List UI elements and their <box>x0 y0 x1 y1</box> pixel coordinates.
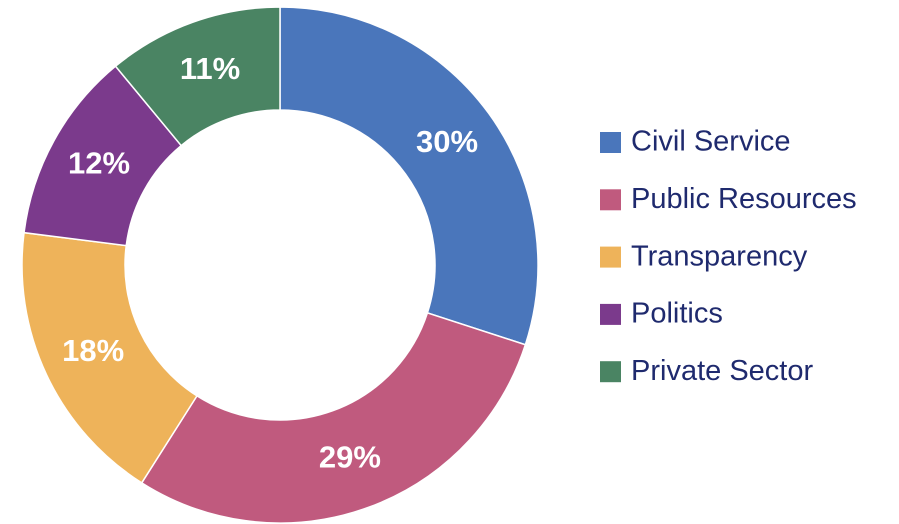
legend-label: Transparency <box>631 240 808 272</box>
legend-label: Public Resources <box>631 183 857 215</box>
legend-swatch <box>600 132 621 153</box>
data-label: 30% <box>416 124 478 159</box>
data-label: 12% <box>68 146 130 181</box>
legend-swatch <box>600 303 621 325</box>
donut-segment <box>140 311 527 524</box>
legend-swatch <box>600 189 621 211</box>
data-label: 18% <box>62 333 124 368</box>
donut-segment <box>114 6 281 147</box>
data-label: 29% <box>319 439 381 474</box>
donut-segment <box>21 231 198 484</box>
donut-segment <box>279 6 539 346</box>
legend-swatch <box>600 246 621 268</box>
legend-swatch <box>600 361 621 383</box>
legend-label: Civil Service <box>631 126 791 158</box>
legend-label: Private Sector <box>631 355 813 387</box>
data-label: 11% <box>180 51 240 86</box>
legend-label: Politics <box>631 298 723 330</box>
